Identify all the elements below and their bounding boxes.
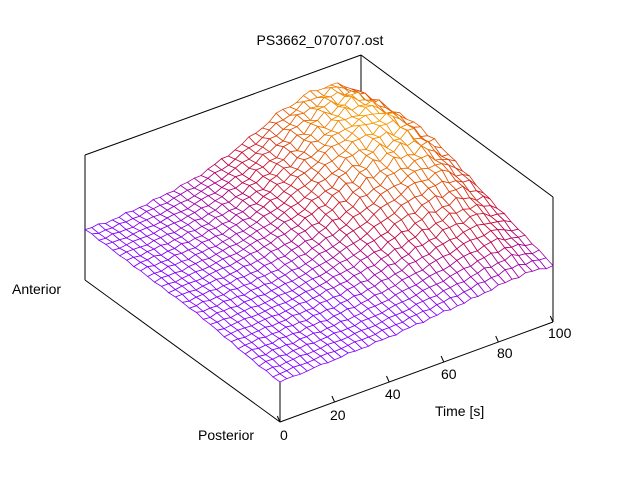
time-axis-label: Time [s]	[435, 403, 484, 419]
x-tick-mark-80	[495, 335, 499, 343]
x-tick-label-20: 20	[330, 407, 346, 423]
box-edge-top-right	[360, 54, 554, 198]
x-tick-mark-40	[386, 375, 390, 383]
x-tick-label-60: 60	[441, 366, 457, 382]
anterior-label: Anterior	[12, 281, 61, 297]
time-axis-line	[279, 321, 554, 423]
x-tick-label-40: 40	[385, 386, 401, 402]
x-tick-mark-100	[549, 315, 554, 323]
x-tick-label-0: 0	[280, 427, 288, 443]
x-tick-mark-20	[331, 395, 336, 403]
time-axis	[276, 315, 554, 423]
surface-mesh	[84, 82, 554, 383]
x-tick-label-80: 80	[497, 345, 513, 361]
chart-title: PS3662_070707.ost	[257, 32, 384, 48]
x-tick-label-100: 100	[548, 325, 572, 341]
box-edge-top-back	[84, 54, 362, 156]
box-edge-bottom-left	[84, 279, 281, 423]
x-tick-mark-0	[276, 415, 281, 423]
posterior-label: Posterior	[198, 427, 254, 443]
x-tick-mark-60	[440, 355, 445, 363]
mesh-cell	[538, 257, 554, 270]
